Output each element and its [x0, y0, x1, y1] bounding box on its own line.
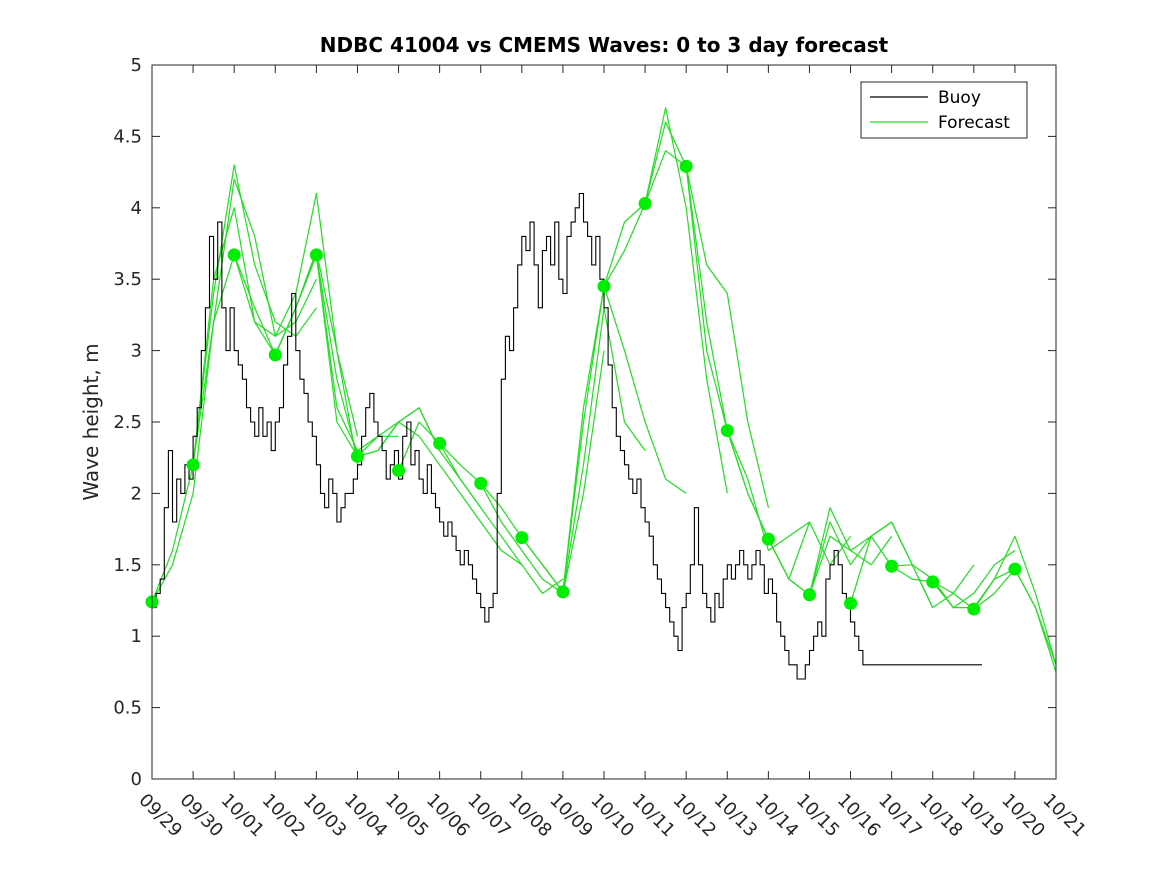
forecast-point — [515, 531, 529, 545]
forecast-point — [967, 602, 981, 616]
y-tick-label: 2.5 — [113, 412, 142, 433]
forecast-point — [802, 588, 816, 602]
forecast-point — [268, 348, 282, 362]
chart-title: NDBC 41004 vs CMEMS Waves: 0 to 3 day fo… — [320, 33, 889, 57]
y-tick-label: 5 — [131, 55, 142, 76]
forecast-run-line — [151, 178, 317, 603]
plot-area — [152, 65, 1056, 779]
forecast-point — [926, 575, 940, 589]
forecast-point — [227, 248, 241, 262]
y-tick-label: 1 — [131, 626, 142, 647]
forecast-point — [186, 458, 200, 472]
forecast-point — [638, 197, 652, 211]
forecast-point — [885, 559, 899, 573]
forecast-point — [761, 532, 775, 546]
buoy-series-line — [152, 192, 982, 680]
forecast-run-line — [151, 164, 317, 603]
forecast-point — [350, 449, 364, 463]
forecast-point — [597, 279, 611, 293]
y-axis-label: Wave height, m — [79, 343, 103, 500]
legend: Buoy Forecast — [860, 81, 1028, 139]
forecast-run-line — [397, 421, 564, 595]
forecast-run-line — [357, 421, 523, 566]
y-tick-label: 4 — [131, 198, 142, 219]
forecast-run-line — [932, 568, 1057, 673]
forecast-run-line — [192, 192, 359, 465]
legend-entry-forecast: Forecast — [938, 113, 1010, 133]
forecast-point — [474, 476, 488, 490]
forecast-point — [679, 159, 693, 173]
forecast-point — [844, 596, 858, 610]
forecast-point — [720, 424, 734, 438]
y-tick-label: 1.5 — [113, 555, 142, 576]
y-tick-label: 3 — [131, 341, 142, 362]
forecast-point — [309, 248, 323, 262]
legend-entry-buoy: Buoy — [938, 88, 981, 108]
forecast-point — [392, 464, 406, 478]
y-tick-label: 3.5 — [113, 269, 142, 290]
legend-box — [860, 81, 1028, 139]
forecast-point — [556, 585, 570, 599]
forecast-point — [1008, 562, 1022, 576]
y-tick-label: 0.5 — [113, 698, 142, 719]
y-tick-label: 4.5 — [113, 126, 142, 147]
y-tick-label: 0 — [131, 769, 142, 790]
forecast-run-line — [439, 350, 605, 595]
forecast-run-line — [973, 535, 1057, 665]
y-tick-label: 2 — [131, 483, 142, 504]
forecast-point — [433, 436, 447, 450]
series-layer — [145, 107, 1057, 680]
